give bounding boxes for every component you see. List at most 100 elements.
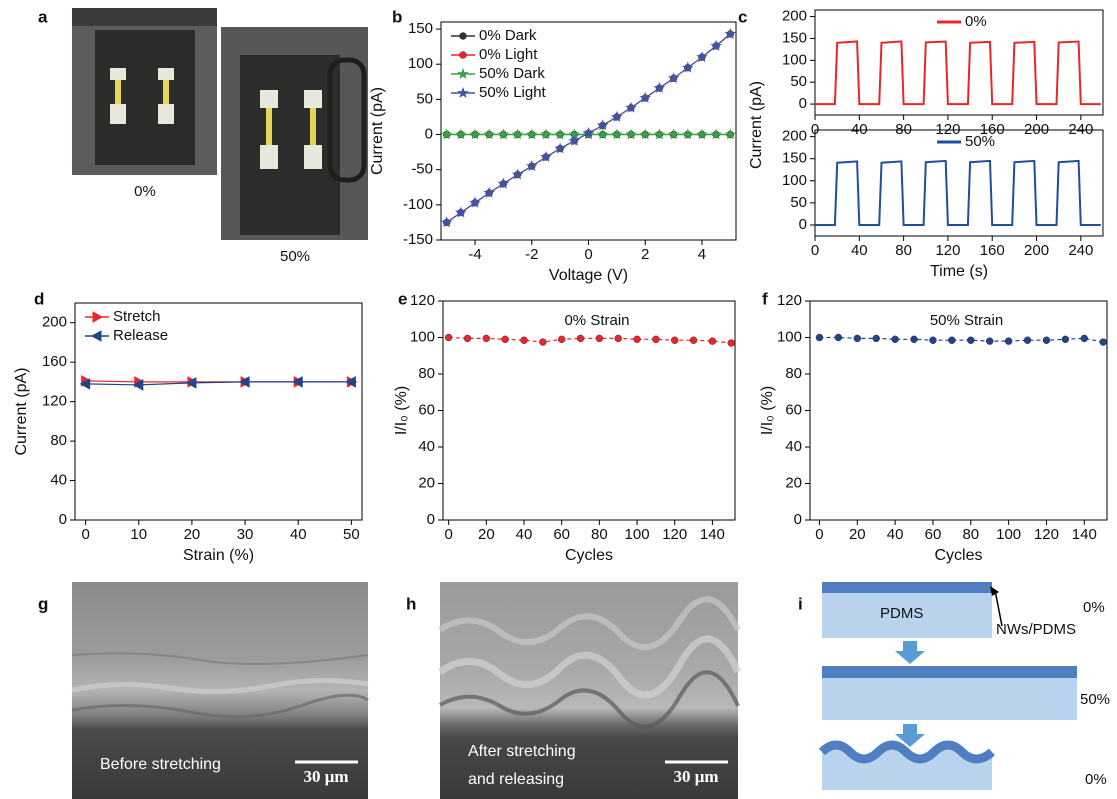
marker: [521, 337, 528, 344]
marker: [683, 130, 692, 138]
y-tick-label: 60: [418, 401, 435, 418]
x-axis-label: Strain (%): [183, 547, 254, 564]
legend-label: Stretch: [113, 308, 161, 325]
x-tick-label: 120: [662, 526, 687, 543]
caption: Before stretching: [100, 756, 221, 773]
panel-h: h After stretching and releasing 30 μm: [406, 582, 738, 799]
x-tick-label: 240: [1068, 121, 1093, 138]
pdms-block: [822, 678, 1077, 720]
x-tick-label: 40: [887, 526, 904, 543]
y-tick-label: 100: [777, 328, 802, 345]
marker: [816, 334, 823, 341]
marker: [445, 334, 452, 341]
panel-label: e: [398, 289, 407, 308]
marker: [1005, 338, 1012, 345]
panel-label: h: [406, 594, 416, 613]
x-tick-label: 20: [849, 526, 866, 543]
marker: [499, 130, 508, 138]
legend-label: 50% Dark: [479, 65, 545, 82]
x-tick-label: 0: [584, 246, 592, 263]
x-tick-label: 20: [184, 526, 201, 543]
marker: [671, 337, 678, 344]
y-tick-label: 100: [410, 328, 435, 345]
marker: [93, 312, 102, 322]
x-tick-label: 40: [290, 526, 307, 543]
marker: [513, 130, 522, 138]
y-tick-label: 80: [50, 432, 67, 449]
x-axis-label: Voltage (V): [549, 267, 628, 284]
marker: [655, 130, 664, 138]
state-label: 0%: [1083, 599, 1105, 616]
y-tick-label: 0: [794, 511, 802, 528]
y-axis-label: I/I₀ (%): [759, 386, 776, 435]
y-axis-label: Current (pA): [13, 367, 30, 455]
legend-label: 50% Light: [479, 84, 547, 101]
marker: [527, 130, 536, 138]
legend-label: 0% Light: [479, 46, 538, 63]
x-tick-label: 50: [343, 526, 360, 543]
marker: [615, 335, 622, 342]
x-tick-label: 200: [1024, 121, 1049, 138]
scale-bar-label: 30 μm: [673, 767, 718, 786]
data-line: [86, 382, 352, 385]
layer-label: PDMS: [880, 605, 923, 622]
marker: [967, 337, 974, 344]
y-tick-label: 100: [408, 55, 433, 72]
y-tick-label: 20: [418, 474, 435, 491]
marker: [442, 130, 451, 138]
marker: [669, 130, 678, 138]
y-tick-label: 200: [782, 128, 807, 145]
y-tick-label: 40: [785, 438, 802, 455]
marker: [690, 337, 697, 344]
x-tick-label: 240: [1068, 242, 1093, 259]
marker: [728, 339, 735, 346]
x-tick-label: 4: [698, 246, 706, 263]
y-tick-label: 0: [799, 95, 807, 112]
marker: [457, 130, 466, 138]
y-tick-label: 0: [427, 511, 435, 528]
y-tick-label: 60: [785, 401, 802, 418]
data-line: [815, 161, 1101, 225]
marker: [892, 336, 899, 343]
panel-label: a: [38, 7, 48, 26]
x-tick-label: 0: [81, 526, 89, 543]
x-tick-label: 120: [1034, 526, 1059, 543]
caption: 50%: [280, 248, 310, 265]
marker: [948, 337, 955, 344]
marker: [558, 336, 565, 343]
state-label: 50%: [1080, 691, 1110, 708]
x-tick-label: 0: [815, 526, 823, 543]
y-axis-label: I/I₀ (%): [393, 386, 410, 435]
x-tick-label: 160: [980, 242, 1005, 259]
legend-label: 0%: [965, 13, 987, 30]
y-tick-label: 0: [59, 511, 67, 528]
marker: [596, 335, 603, 342]
y-tick-label: 150: [782, 150, 807, 167]
marker: [442, 218, 451, 226]
legend-label: 0% Dark: [479, 27, 537, 44]
caption: 0%: [134, 183, 156, 200]
plot-frame: [810, 301, 1107, 520]
marker: [911, 336, 918, 343]
marker: [712, 130, 721, 138]
y-tick-label: 160: [42, 353, 67, 370]
y-axis-label: Current (pA): [369, 87, 386, 175]
caption: After stretching: [468, 743, 576, 760]
marker: [464, 335, 471, 342]
y-tick-label: -50: [411, 161, 433, 178]
y-axis-label: Current (pA): [748, 81, 765, 169]
x-tick-label: -2: [525, 246, 538, 263]
x-axis-label: Cycles: [565, 547, 613, 564]
data-line: [449, 338, 732, 344]
y-tick-label: 120: [42, 393, 67, 410]
panel-label: b: [392, 7, 402, 26]
figure: a 0% 50% g Before stretching 30 μm h: [0, 0, 1117, 799]
y-tick-label: 50: [790, 73, 807, 90]
x-tick-label: 140: [1072, 526, 1097, 543]
x-tick-label: 80: [591, 526, 608, 543]
y-tick-label: 50: [790, 194, 807, 211]
y-tick-label: 40: [50, 472, 67, 489]
marker: [929, 337, 936, 344]
y-tick-label: 80: [418, 365, 435, 382]
panel-label: c: [738, 7, 747, 26]
